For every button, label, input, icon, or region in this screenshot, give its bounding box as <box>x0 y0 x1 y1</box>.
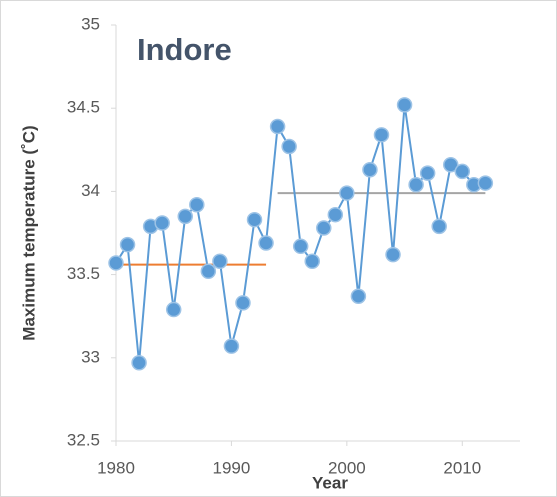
data-point <box>350 288 367 304</box>
data-point <box>258 235 274 251</box>
data-point <box>339 185 355 201</box>
data-point <box>108 255 124 271</box>
data-point <box>119 236 136 253</box>
data-point <box>385 246 401 263</box>
data-point <box>235 295 251 311</box>
y-tick-label: 34.5 <box>67 98 100 117</box>
y-tick-label: 33.5 <box>67 264 100 283</box>
data-point <box>304 253 320 270</box>
data-point <box>292 238 309 255</box>
data-point <box>327 206 344 223</box>
data-point <box>373 127 390 143</box>
data-point <box>269 118 286 135</box>
x-tick-label: 1990 <box>213 458 251 477</box>
data-point <box>131 355 147 371</box>
data-point <box>442 157 459 173</box>
y-tick-label: 33 <box>81 347 100 366</box>
data-point <box>165 301 182 318</box>
data-point <box>419 165 436 181</box>
data-point <box>246 211 263 228</box>
data-point <box>454 163 471 180</box>
y-tick-label: 32.5 <box>67 430 100 449</box>
data-point <box>177 208 194 225</box>
data-point <box>316 220 332 236</box>
data-point <box>362 162 378 178</box>
data-point <box>408 176 424 193</box>
data-point <box>200 263 217 280</box>
chart-title: Indore <box>137 32 232 67</box>
data-point <box>154 215 170 231</box>
x-tick-label: 2000 <box>328 458 366 477</box>
x-axis-label: Year <box>312 473 348 492</box>
y-axis-label: Maximum temperature (˚C) <box>19 125 38 340</box>
x-tick-label: 2010 <box>443 458 481 477</box>
data-point <box>212 253 228 270</box>
y-tick-label: 34 <box>81 181 100 200</box>
data-point <box>396 97 413 113</box>
data-point <box>223 338 240 354</box>
x-tick-label: 1980 <box>97 458 135 477</box>
data-point <box>431 218 447 235</box>
y-tick-label: 35 <box>81 14 100 33</box>
data-point <box>281 138 297 155</box>
data-point <box>189 196 205 213</box>
data-point <box>477 175 494 191</box>
